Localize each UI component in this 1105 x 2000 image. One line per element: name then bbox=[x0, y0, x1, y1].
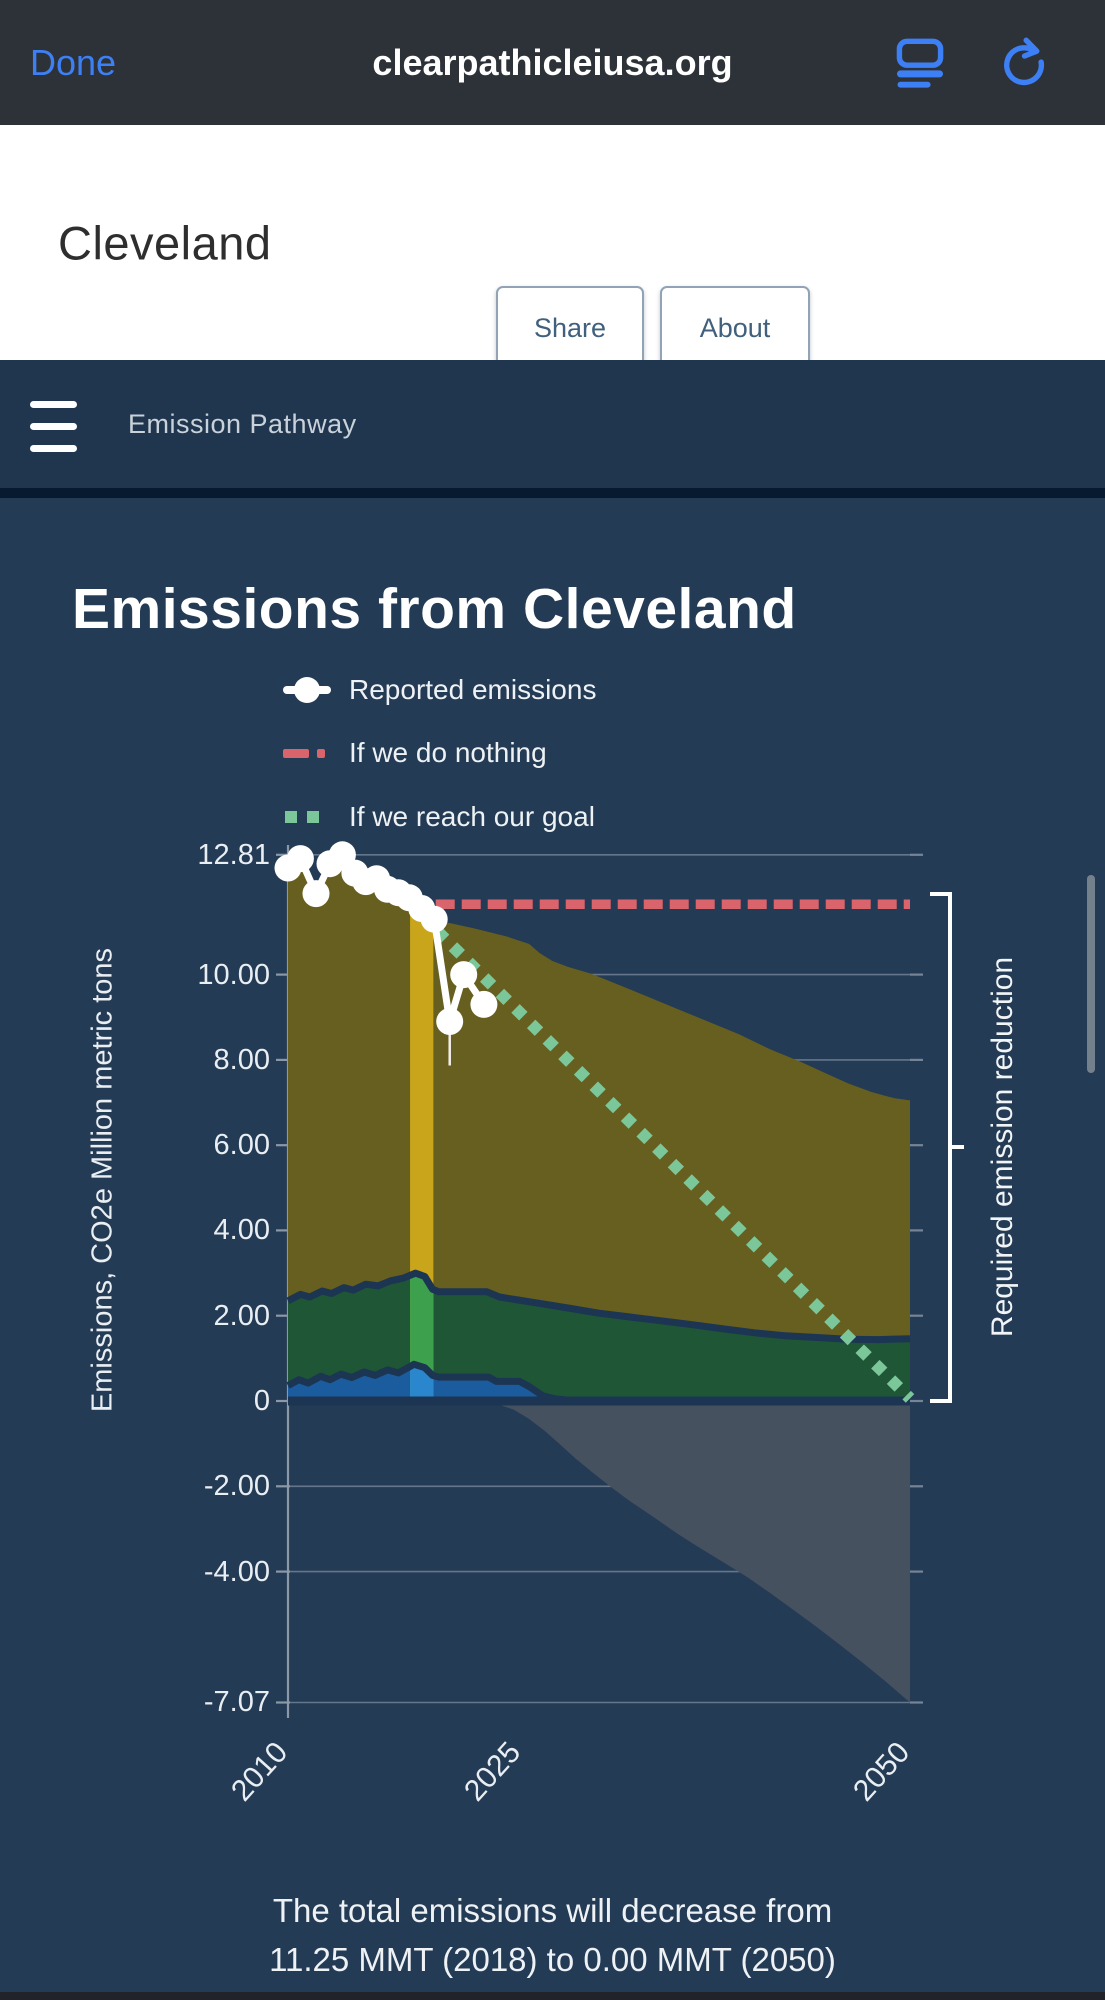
navbar-title: Emission Pathway bbox=[128, 408, 357, 439]
goal-line bbox=[433, 926, 915, 1403]
reported-point bbox=[450, 961, 478, 989]
y-tick-label: 8.00 bbox=[213, 1043, 270, 1076]
about-button[interactable]: About bbox=[660, 286, 810, 371]
reported-point bbox=[286, 845, 314, 873]
dotted-line-icon bbox=[283, 802, 331, 832]
scrollbar-thumb[interactable] bbox=[1087, 875, 1095, 1073]
y-tick-label: -4.00 bbox=[203, 1555, 270, 1588]
area-wedge-mid bbox=[288, 1273, 910, 1401]
mid-boundary bbox=[286, 1269, 911, 1344]
done-button[interactable]: Done bbox=[30, 41, 117, 83]
y-axis-title: Emissions, CO2e Million metric tons bbox=[86, 947, 119, 1413]
emissions-chart bbox=[274, 841, 964, 1718]
y-tick-label: 6.00 bbox=[213, 1129, 270, 1162]
legend-label: If we do nothing bbox=[349, 737, 547, 768]
reported-point bbox=[302, 880, 330, 908]
y-tick-label: 10.00 bbox=[197, 958, 270, 991]
dashed-line-icon bbox=[283, 738, 331, 768]
bracket-label: Required emission reduction bbox=[986, 956, 1019, 1338]
reported-point bbox=[420, 905, 448, 933]
url-field[interactable]: clearpathicleiusa.org bbox=[372, 41, 733, 83]
x-tick-label: 2025 bbox=[458, 1735, 528, 1808]
y-tick-label: 4.00 bbox=[213, 1214, 270, 1247]
y-tick-label: -7.07 bbox=[203, 1686, 270, 1719]
y-tick-label: 0 bbox=[253, 1385, 270, 1417]
x-tick-label: 2010 bbox=[225, 1735, 295, 1808]
chart-title: Emissions from Cleveland bbox=[72, 577, 797, 641]
y-tick-label: 2.00 bbox=[213, 1299, 270, 1332]
caption-line-1: The total emissions will decrease from bbox=[272, 1892, 833, 1929]
caption-line-2: 11.25 MMT (2018) to 0.00 MMT (2050) bbox=[269, 1941, 836, 1978]
reduction-bracket bbox=[930, 892, 952, 1403]
page-title: Cleveland bbox=[58, 216, 272, 269]
legend-label: If we reach our goal bbox=[349, 801, 595, 832]
reported-point bbox=[436, 1008, 464, 1035]
reported-marker-icon bbox=[283, 675, 331, 705]
reported-point bbox=[470, 990, 498, 1018]
hamburger-menu-icon[interactable] bbox=[30, 401, 77, 457]
legend-label: Reported emissions bbox=[349, 674, 597, 705]
lower-boundary bbox=[286, 1360, 569, 1404]
x-tick-label: 2050 bbox=[847, 1735, 917, 1808]
app-navbar bbox=[0, 360, 1105, 498]
y-tick-label: -2.00 bbox=[203, 1470, 270, 1503]
reader-view-icon[interactable] bbox=[894, 37, 946, 89]
share-button[interactable]: Share bbox=[496, 286, 644, 371]
y-tick-label: 12.81 bbox=[197, 838, 270, 871]
legend-item: If we reach our goal bbox=[283, 799, 595, 835]
safari-toolbar: Done clearpathicleiusa.org bbox=[0, 0, 1105, 125]
page-header: Cleveland Share About bbox=[0, 125, 1105, 371]
legend-item: If we do nothing bbox=[283, 735, 547, 771]
reload-icon[interactable] bbox=[998, 37, 1050, 89]
area-negative bbox=[482, 1401, 910, 1703]
chart-caption: The total emissions will decrease from 1… bbox=[0, 1886, 1105, 1984]
legend-item: Reported emissions bbox=[283, 672, 596, 708]
bottom-bar-edge bbox=[0, 1992, 1105, 2000]
